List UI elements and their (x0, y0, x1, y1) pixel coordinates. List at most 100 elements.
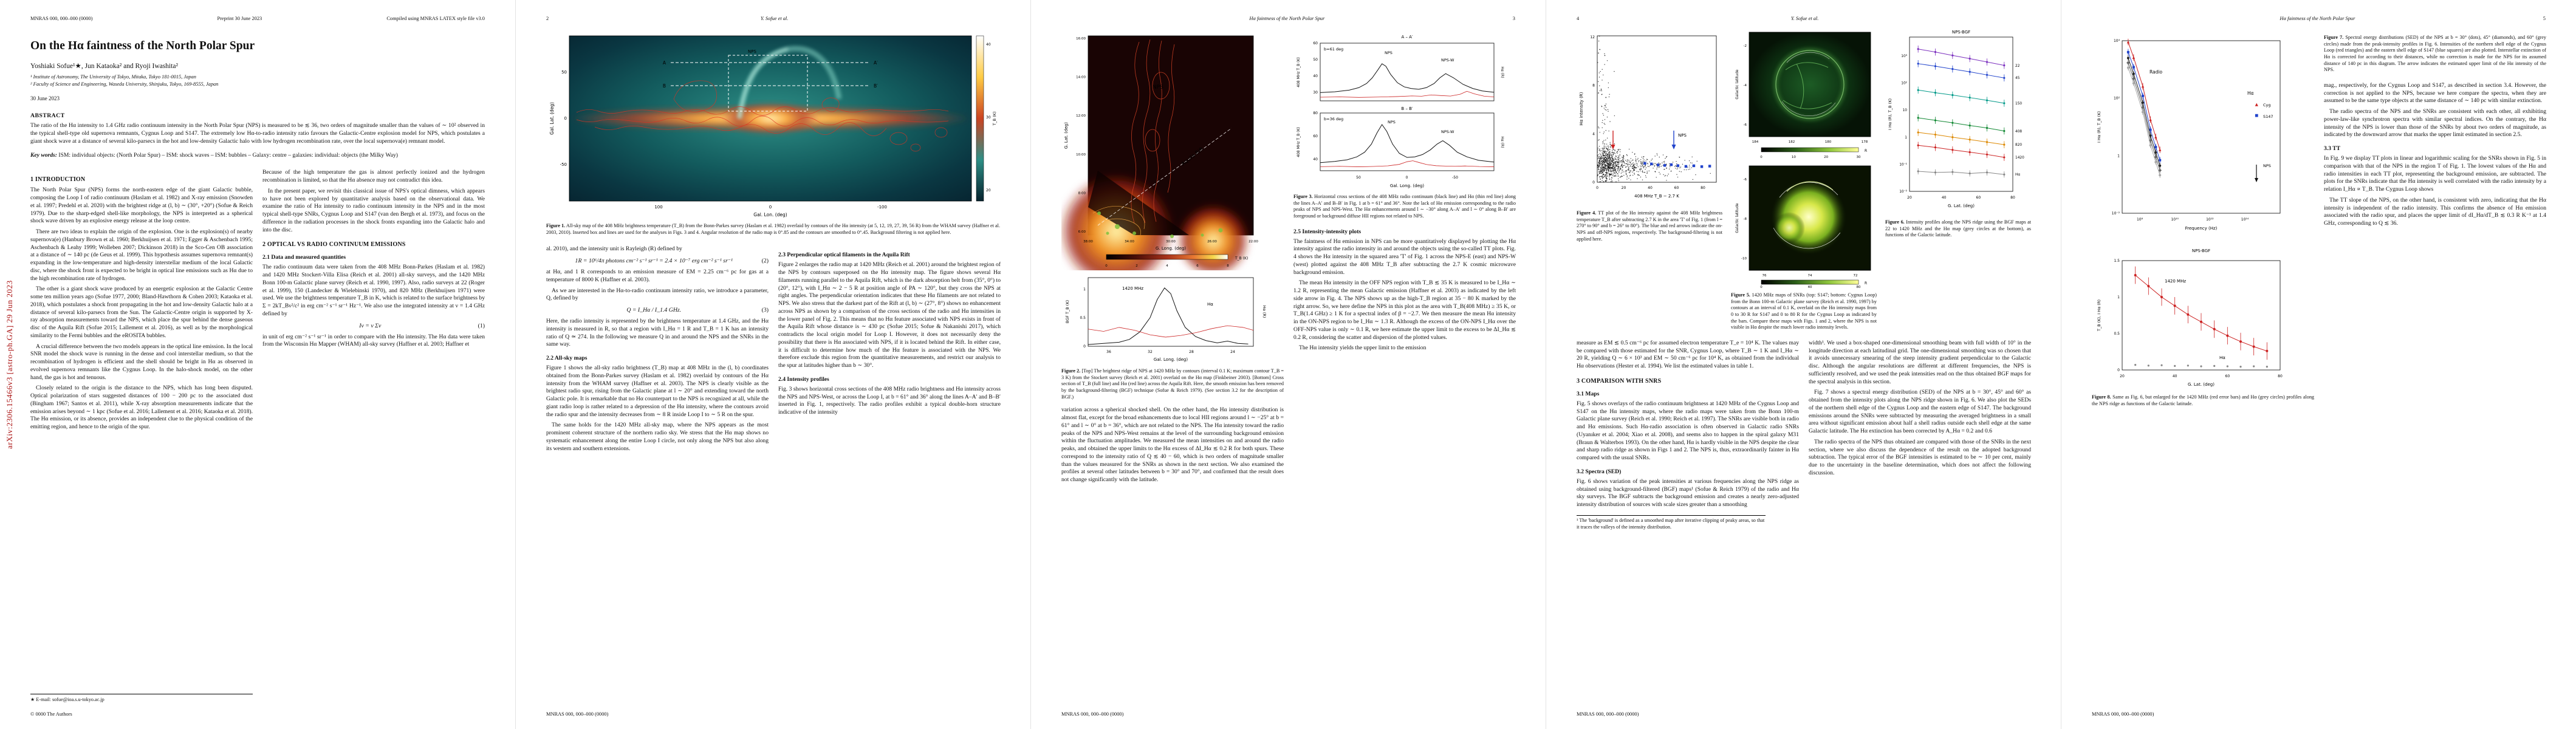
radio-profile-b61 (1320, 63, 1495, 93)
svg-text:8:00: 8:00 (1078, 191, 1086, 195)
svg-text:10: 10 (1903, 109, 1908, 112)
svg-text:0: 0 (1760, 156, 1762, 159)
label-408: 408 (2015, 130, 2022, 134)
label-halpha: Hα (2219, 355, 2225, 360)
svg-text:0: 0 (1592, 180, 1595, 185)
label-1420mhz: 1420 MHz (1122, 286, 1143, 291)
label-radio: Radio (2150, 69, 2162, 75)
paragraph: variation across a spherical shocked she… (1061, 406, 1284, 484)
section-3-heading: 3 COMPARISON WITH SNRS (1577, 377, 1662, 385)
paragraph: The radio continuum data were taken from… (262, 264, 485, 317)
y-ticks: 50 0 -50 (560, 70, 567, 167)
affiliation-1: ¹ Institute of Astronomy, The University… (30, 74, 196, 80)
colorbar-label: T_B (K) (992, 111, 997, 126)
running-header: MNRAS 000, 000–000 (0000) Preprint 30 Ju… (30, 16, 485, 21)
svg-text:10²: 10² (1901, 81, 1907, 86)
series-408mhz (1917, 114, 2006, 135)
paragraph: Because of the high temperature the gas … (262, 169, 485, 184)
y-axis-label-top: 408 MHz T_B (K) (1297, 57, 1301, 87)
figure-8: NPS-BGF 1420 MHz Hα 20 40 60 80 1.5 1 0.5 0 G.… (2092, 245, 2314, 391)
svg-text:-8: -8 (1744, 217, 1747, 221)
section-1-heading: 1 INTRODUCTION (30, 176, 86, 183)
cygnus-x-ticks: 76 74 72 (1762, 274, 1858, 278)
label-cyg: Cyg (2263, 103, 2271, 108)
svg-text:0: 0 (1596, 186, 1598, 190)
y-axis-label: Hα intensity (R) (1579, 92, 1584, 125)
label-nps: NPS (1153, 84, 1163, 91)
y-ticks: 10³ 10² 10 1 10⁻¹ 10⁻² (1899, 54, 1907, 194)
column-left: Radio Hα Cyg S147 NPS 10⁸ 10¹⁰ 10¹² 10¹⁴ 10… (2092, 31, 2314, 407)
halpha-profile-b36 (1320, 160, 1495, 167)
svg-text:40: 40 (1808, 286, 1812, 289)
y-axis-label: G. Lat. (deg) (1064, 122, 1069, 149)
series-1420mhz (2134, 266, 2269, 360)
halpha-cygnus-point (2255, 103, 2258, 106)
y-axis-label-1: Galactic latitude (1735, 69, 1739, 100)
paragraph: measure as EM ≲ 0.5 cm⁻⁶ pc for assumed … (1577, 339, 1799, 370)
y2-axis-label-bottom: Hα (R) (1500, 136, 1504, 148)
section-3-2-heading: 3.2 Spectra (SED) (1577, 468, 1622, 475)
svg-text:10: 10 (1792, 156, 1796, 159)
y2-axis-label: Hα (R) (1262, 306, 1267, 318)
svg-text:50: 50 (561, 70, 567, 75)
y-axis-label: Gal. Lat. (deg) (549, 102, 555, 135)
keywords-text: ISM: individual objects: (North Polar Sp… (58, 151, 398, 159)
svg-text:38:00: 38:00 (1083, 240, 1093, 244)
section-3-3-heading: 3.3 TT (2324, 145, 2341, 152)
y-ticks: 10.50 (1080, 287, 1086, 349)
column-right: 2.3 Perpendicular optical filaments in t… (778, 245, 1001, 456)
figure-3-label: Figure 3. (1293, 194, 1313, 199)
label-nps-top: NPS (1385, 50, 1392, 55)
paragraph: The same holds for the 1420 MHz all-sky … (546, 422, 769, 452)
figure-7-caption: Figure 7. Spectral energy distributions … (2324, 35, 2547, 73)
svg-text:0.5: 0.5 (1080, 316, 1086, 320)
figure-4-block: NPS 0 20 40 60 80 12 8 4 0 408 MHz T_B − 2.7 K … (1577, 27, 1722, 331)
svg-text:76: 76 (1762, 274, 1767, 278)
paragraph: Here, the radio intensity is represented… (546, 318, 769, 348)
figure-5-label: Figure 5. (1731, 292, 1750, 298)
sed-nps-b30 (2126, 55, 2162, 169)
cross-sections-plot: A – A′ b=61 deg NPS NPS-W 60 50 40 30 B – B… (1297, 35, 1504, 188)
running-title: Hα faintness of the North Polar Spur (2280, 16, 2355, 21)
label-b36: b=36 deg (1324, 117, 1343, 122)
figure-2: NPS Aquila Rift 38:00 34:00 30:00 26:00 22:0… (1061, 31, 1284, 270)
running-header: Hα faintness of the North Polar Spur 3 (1061, 16, 1515, 21)
svg-text:8: 8 (1227, 264, 1229, 268)
label-1420: 1420 (2015, 156, 2024, 160)
x-ticks: 36 32 28 24 (1106, 350, 1235, 354)
paragraph: Closely related to the origin is the dis… (30, 385, 253, 431)
y-ticks: 12 8 4 0 (1590, 35, 1595, 185)
plot-frame (1909, 36, 2013, 192)
figure-2-label: Figure 2. (1061, 368, 1081, 374)
page-number: 3 (1512, 16, 1515, 21)
svg-text:40: 40 (1648, 186, 1653, 190)
label-nps-bottom: NPS (1388, 120, 1396, 125)
figure-4-label: Figure 4. (1577, 210, 1597, 216)
label-22: 22 (2015, 64, 2020, 68)
svg-text:12: 12 (1590, 35, 1595, 39)
bgf-profiles-plot: NPS-BGF 22 45 150 408 820 (1888, 30, 2024, 208)
analysis-box-T (728, 55, 808, 112)
nps-points (1643, 162, 1711, 168)
svg-text:2: 2 (1136, 264, 1138, 268)
cross-section-profile: 1420 MHz Hα 36 32 28 24 10.50 Gal. Long. (d… (1065, 277, 1267, 362)
svg-text:182: 182 (1789, 140, 1795, 144)
label-A-prime: A′ (874, 60, 878, 66)
svg-text:10⁻²: 10⁻² (1899, 190, 1907, 194)
paragraph: mag., respectively, for the Cygnus Loop … (2324, 81, 2546, 104)
plot-title: NPS-BGF (1952, 30, 1970, 35)
page-4: 4 Y. Sofue et al. NPS 0 20 40 60 80 (1546, 0, 2061, 729)
sed-s147 (2126, 49, 2162, 164)
svg-text:10²: 10² (2114, 97, 2120, 101)
series-1420mhz (1917, 142, 2006, 161)
svg-text:20: 20 (1622, 186, 1626, 190)
section-2-3-heading: 2.3 Perpendicular optical filaments in t… (778, 252, 910, 259)
radio-contours-nps (1131, 39, 1175, 224)
column-left: measure as EM ≲ 0.5 cm⁻⁶ pc for assumed … (1577, 340, 1799, 530)
x-axis-label: 408 MHz T_B − 2.7 K (1634, 194, 1679, 199)
email-footnote: ★ E-mail: sofue@ioa.s.u-tokyo.ac.jp (30, 694, 253, 702)
svg-text:10:00: 10:00 (1076, 153, 1086, 157)
page-3: Hα faintness of the North Polar Spur 3 (1030, 0, 1546, 729)
svg-text:0: 0 (1105, 264, 1108, 268)
